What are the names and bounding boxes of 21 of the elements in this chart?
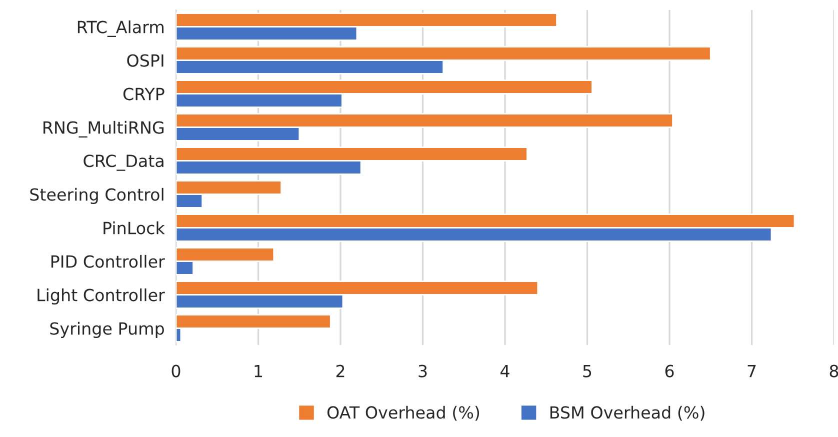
x-tick-label: 6 (665, 364, 674, 378)
y-tick-label: Syringe Pump (50, 322, 164, 338)
y-tick-label: CRC_Data (84, 154, 164, 171)
legend-label: OAT Overhead (%) (327, 406, 480, 421)
y-tick-label: RNG_MultiRNG (44, 120, 164, 138)
legend-label: BSM Overhead (%) (550, 406, 704, 421)
y-tick-label: Light Controller (38, 288, 165, 305)
y-tick-label: RTC_Alarm (78, 20, 164, 38)
x-tick-label: 8 (830, 364, 838, 378)
y-tick-label: OSPI (127, 54, 164, 67)
x-tick-label: 7 (748, 364, 756, 378)
x-tick-label: 1 (254, 364, 262, 378)
x-tick-label: 4 (500, 364, 510, 378)
y-tick-label: CRYP (123, 88, 164, 100)
x-tick-label: 2 (336, 364, 344, 378)
x-tick-label: 3 (418, 364, 427, 378)
x-tick-label: 5 (583, 364, 592, 378)
x-tick-label: 0 (172, 364, 180, 378)
y-tick-label: PinLock (104, 221, 165, 234)
y-tick-label: Steering Control (30, 188, 164, 204)
y-tick-label: PID Controller (51, 254, 165, 268)
